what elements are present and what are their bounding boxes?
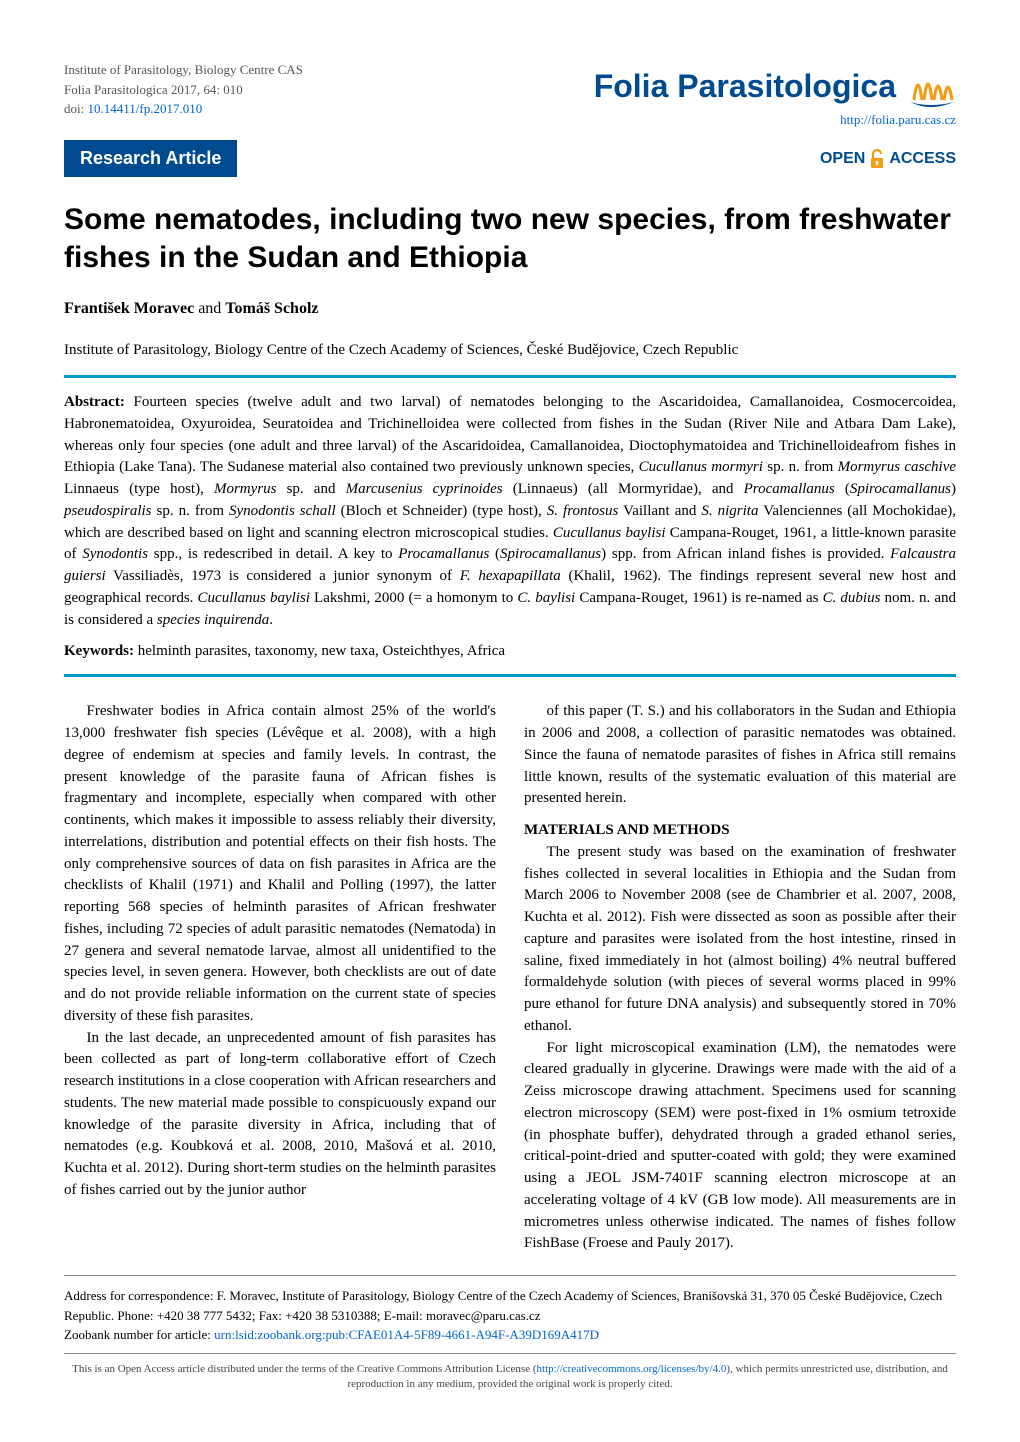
abstract-block: Abstract: Fourteen species (twelve adult…: [64, 392, 956, 631]
journal-issue-line: Folia Parasitologica 2017, 64: 010: [64, 80, 303, 100]
zoobank-prefix: Zoobank number for article:: [64, 1327, 214, 1342]
license-block: This is an Open Access article distribut…: [64, 1353, 956, 1393]
institute-line: Institute of Parasitology, Biology Centr…: [64, 60, 303, 80]
right-column: of this paper (T. S.) and his collaborat…: [524, 701, 956, 1255]
doi-prefix: doi:: [64, 101, 87, 116]
open-access-icon: [869, 148, 885, 170]
zoobank-link[interactable]: urn:lsid:zoobank.org:pub:CFAE01A4-5F89-4…: [214, 1327, 599, 1342]
keywords-label: Keywords:: [64, 643, 134, 659]
doi-line: doi: 10.14411/fp.2017.010: [64, 99, 303, 119]
body-paragraph: For light microscopical examination (LM)…: [524, 1038, 956, 1256]
journal-title-text: Folia Parasitologica: [594, 68, 896, 105]
header-meta: Institute of Parasitology, Biology Centr…: [64, 60, 303, 119]
article-type-bar: Research Article OPEN ACCESS: [64, 140, 956, 177]
open-access-badge: OPEN ACCESS: [820, 148, 956, 170]
body-columns: Freshwater bodies in Africa contain almo…: [64, 701, 956, 1255]
divider-top: [64, 375, 956, 378]
body-paragraph: of this paper (T. S.) and his collaborat…: [524, 701, 956, 810]
divider-bottom: [64, 674, 956, 677]
footer-correspondence: Address for correspondence: F. Moravec, …: [64, 1275, 956, 1345]
zoobank-line: Zoobank number for article: urn:lsid:zoo…: [64, 1325, 956, 1345]
section-heading-materials: MATERIALS AND METHODS: [524, 820, 956, 842]
left-column: Freshwater bodies in Africa contain almo…: [64, 701, 496, 1255]
open-access-prefix: OPEN: [820, 150, 865, 168]
journal-title: Folia Parasitologica: [594, 60, 956, 112]
abstract-text: Fourteen species (twelve adult and two l…: [64, 394, 956, 628]
license-text-before: This is an Open Access article distribut…: [72, 1363, 536, 1375]
authors: František Moravec and Tomáš Scholz: [64, 300, 956, 318]
journal-url-link[interactable]: http://folia.paru.cas.cz: [840, 112, 956, 128]
header-brand: Folia Parasitologica http://folia.paru.c…: [594, 60, 956, 128]
keywords-block: Keywords: helminth parasites, taxonomy, …: [64, 643, 956, 660]
abstract-label: Abstract:: [64, 394, 125, 410]
body-paragraph: In the last decade, an unprecedented amo…: [64, 1028, 496, 1202]
article-title: Some nematodes, including two new specie…: [64, 201, 956, 276]
correspondence-text: Address for correspondence: F. Moravec, …: [64, 1286, 956, 1325]
journal-logo-icon: [904, 60, 956, 112]
open-access-suffix: ACCESS: [889, 150, 956, 168]
body-paragraph: The present study was based on the exami…: [524, 842, 956, 1038]
page-header: Institute of Parasitology, Biology Centr…: [64, 60, 956, 128]
keywords-text: helminth parasites, taxonomy, new taxa, …: [134, 643, 505, 659]
article-type-label: Research Article: [64, 140, 237, 177]
license-link[interactable]: http://creativecommons.org/licenses/by/4…: [537, 1363, 727, 1375]
body-paragraph: Freshwater bodies in Africa contain almo…: [64, 701, 496, 1027]
doi-link[interactable]: 10.14411/fp.2017.010: [87, 101, 202, 116]
affiliation: Institute of Parasitology, Biology Centr…: [64, 342, 956, 359]
